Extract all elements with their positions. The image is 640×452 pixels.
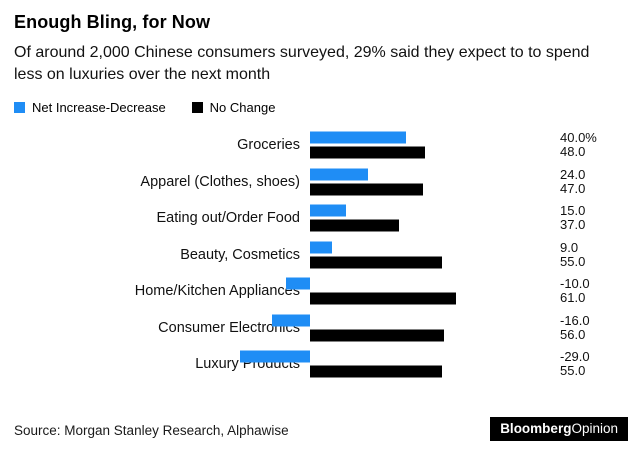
value-label: 61.0 <box>560 290 586 306</box>
value-labels: -10.0 61.0 <box>560 277 590 305</box>
brand-name-light: Opinion <box>571 420 618 436</box>
chart-header: Enough Bling, for Now Of around 2,000 Ch… <box>0 0 640 85</box>
value-labels: 40.0% 48.0 <box>560 131 597 159</box>
legend-swatch-black <box>191 102 203 114</box>
value-label: 47.0 <box>560 180 586 196</box>
legend-item-no-change: No Change <box>191 100 276 116</box>
net-increase-decrease-bar <box>310 241 332 254</box>
value-label: 56.0 <box>560 326 586 342</box>
source-note: Source: Morgan Stanley Research, Alphawi… <box>14 423 289 438</box>
no-change-bar <box>310 365 442 378</box>
value-label: -29.0 <box>560 349 590 365</box>
bar-group <box>232 350 532 378</box>
value-label: -16.0 <box>560 312 590 328</box>
value-label: 9.0 <box>560 239 579 255</box>
bar-group <box>232 168 532 196</box>
category-label: Beauty, Cosmetics <box>180 246 300 263</box>
no-change-bar <box>310 256 442 269</box>
value-labels: -29.0 55.0 <box>560 350 590 378</box>
value-label: 37.0 <box>560 217 586 233</box>
no-change-bar <box>310 219 399 232</box>
chart-rows: Groceries 40.0% 48.0 Apparel (Clothes, shoe… <box>0 127 640 383</box>
value-label: 55.0 <box>560 253 586 269</box>
net-increase-decrease-bar <box>310 131 406 144</box>
value-label: -10.0 <box>560 276 590 292</box>
net-increase-decrease-bar <box>271 314 310 327</box>
net-increase-decrease-bar <box>310 204 346 217</box>
category-label: Home/Kitchen Appliances <box>134 283 300 300</box>
brand-name-bold: Bloomberg <box>500 420 572 436</box>
chart-subtitle: Of around 2,000 Chinese consumers survey… <box>14 44 590 83</box>
no-change-bar <box>310 292 457 305</box>
bar-group <box>232 277 532 305</box>
net-increase-decrease-bar <box>240 350 310 363</box>
chart-title: Enough Bling, for Now <box>14 12 211 32</box>
chart-row: Consumer Electronics -16.0 56.0 <box>0 310 640 347</box>
chart-row: Apparel (Clothes, shoes) 24.0 47.0 <box>0 164 640 201</box>
category-label: Consumer Electronics <box>158 319 300 336</box>
bar-group <box>232 131 532 159</box>
net-increase-decrease-bar <box>310 168 368 181</box>
no-change-bar <box>310 146 426 159</box>
no-change-bar <box>310 329 445 342</box>
chart-row: Groceries 40.0% 48.0 <box>0 127 640 164</box>
category-label: Apparel (Clothes, shoes) <box>140 173 300 190</box>
bloomberg-opinion-logo: BloombergOpinion <box>490 416 628 441</box>
net-increase-decrease-bar <box>286 277 310 290</box>
value-label: 15.0 <box>560 203 586 219</box>
no-change-bar <box>310 183 423 196</box>
category-label: Groceries <box>237 137 300 154</box>
bar-group <box>232 241 532 269</box>
chart-legend: Net Increase-Decrease No Change <box>0 85 640 115</box>
value-label: 24.0 <box>560 166 586 182</box>
value-labels: -16.0 56.0 <box>560 312 590 342</box>
bar-group <box>232 314 532 342</box>
chart-row: Beauty, Cosmetics 9.0 55.0 <box>0 237 640 274</box>
chart-row: Home/Kitchen Appliances -10.0 61.0 <box>0 273 640 310</box>
legend-swatch-blue <box>14 102 25 114</box>
value-label: 48.0 <box>560 144 586 160</box>
category-label: Eating out/Order Food <box>156 210 300 227</box>
value-label: 40.0% <box>560 130 597 146</box>
legend-item-net-increase-decrease: Net Increase-Decrease <box>14 100 166 115</box>
bar-chart: Groceries 40.0% 48.0 Apparel (Clothes, shoe… <box>0 127 640 383</box>
legend-label: No Change <box>209 100 276 116</box>
legend-label: Net Increase-Decrease <box>32 100 166 116</box>
bar-group <box>232 204 532 232</box>
value-labels: 24.0 47.0 <box>560 166 586 196</box>
value-label: 55.0 <box>560 363 586 379</box>
chart-row: Eating out/Order Food 15.0 37.0 <box>0 200 640 237</box>
chart-row: Luxury Products -29.0 55.0 <box>0 346 640 383</box>
value-labels: 15.0 37.0 <box>560 204 585 232</box>
value-labels: 9.0 55.0 <box>560 239 586 269</box>
